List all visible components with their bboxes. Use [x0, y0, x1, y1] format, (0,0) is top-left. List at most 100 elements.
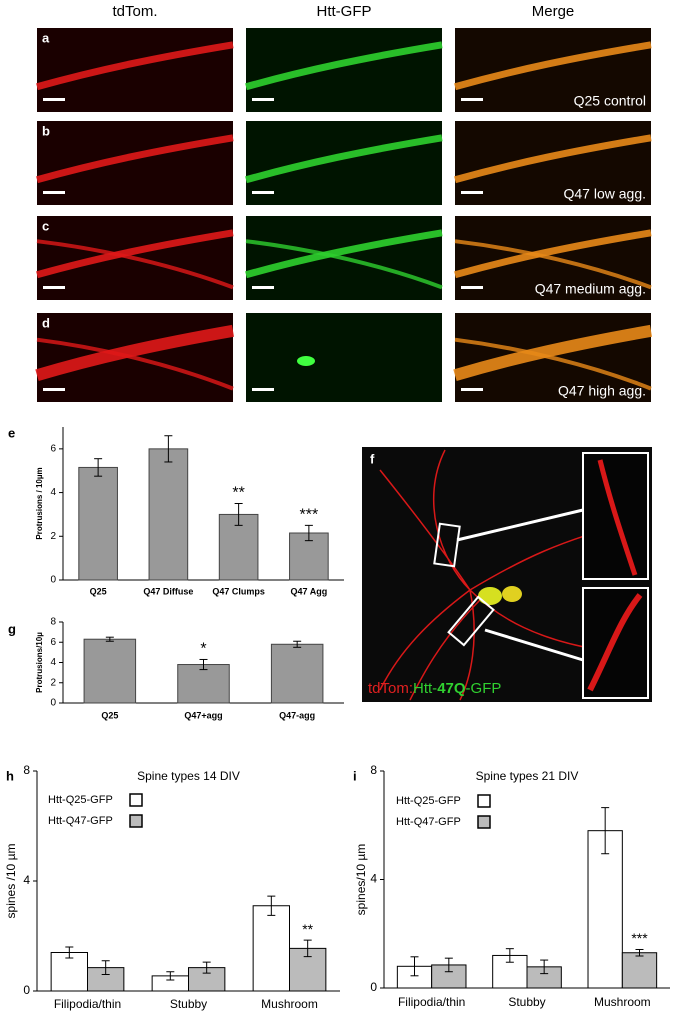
- panel-letter: e: [8, 425, 15, 440]
- x-tick-label: Q47 Diffuse: [143, 586, 193, 596]
- x-tick-label: Stubby: [170, 997, 207, 1011]
- dendrite: [454, 41, 652, 91]
- legend-label: Htt-Q25-GFP: [48, 794, 113, 806]
- panel-letter: g: [8, 621, 16, 636]
- soma: [478, 587, 502, 605]
- x-tick-label: Q47 Clumps: [212, 586, 265, 596]
- condition-label: Q47 medium agg.: [535, 281, 646, 297]
- scale-bar: [461, 388, 483, 391]
- panel-letter: i: [353, 768, 357, 783]
- caption-part: -GFP: [466, 680, 502, 697]
- y-axis-label: Protrusions / 10µm: [35, 467, 44, 539]
- image: [37, 121, 233, 205]
- chart-title: Spine types 21 DIV: [476, 769, 579, 783]
- dendrite: [454, 229, 652, 279]
- image: [37, 28, 233, 112]
- bar: [587, 830, 623, 989]
- x-tick-label: Filipodia/thin: [398, 995, 465, 1009]
- column-header: Merge: [532, 3, 575, 20]
- dendrite: [36, 239, 234, 290]
- scale-bar: [461, 191, 483, 194]
- x-tick-label: Q47+agg: [184, 710, 222, 720]
- panel-letter: h: [6, 768, 14, 783]
- panel-f: f tdTom:Htt-47Q-GFP: [362, 447, 652, 702]
- connector: [456, 508, 584, 542]
- image: [246, 313, 442, 402]
- image: [246, 28, 442, 112]
- dendrite: [36, 134, 234, 184]
- dendrite: [597, 459, 638, 576]
- caption: tdTom:Htt-47Q-GFP: [368, 680, 501, 697]
- panel-letter: a: [42, 30, 50, 45]
- legend-swatch: [477, 815, 491, 829]
- x-tick-label: Q47-agg: [279, 710, 315, 720]
- scale-bar: [461, 286, 483, 289]
- scale-bar: [252, 388, 274, 391]
- image: [455, 28, 651, 112]
- dendrite: [35, 324, 235, 382]
- x-tick-label: Stubby: [508, 995, 545, 1009]
- y-tick-label: 0: [50, 698, 56, 709]
- aggregate: [297, 356, 315, 366]
- y-tick-label: 4: [50, 657, 56, 668]
- condition-label: Q47 low agg.: [564, 186, 647, 202]
- panel-letter: f: [370, 451, 375, 466]
- panel-letter: c: [42, 218, 49, 233]
- legend-swatch: [477, 794, 491, 808]
- condition-label: Q47 high agg.: [558, 383, 646, 399]
- column-header: Htt-GFP: [317, 3, 372, 20]
- x-tick-label: Mushroom: [594, 995, 651, 1009]
- legend-label: Htt-Q47-GFP: [396, 816, 461, 828]
- dendrite: [245, 41, 443, 91]
- bar: [177, 664, 230, 704]
- y-tick-label: 0: [370, 980, 377, 994]
- image: [455, 121, 651, 205]
- legend-swatch: [129, 793, 143, 807]
- dendrite: [454, 337, 652, 391]
- legend-label: Htt-Q47-GFP: [48, 815, 113, 827]
- bar: [148, 448, 189, 581]
- x-tick-label: Q25: [90, 586, 107, 596]
- legend-swatch: [129, 814, 143, 828]
- scale-bar: [252, 98, 274, 101]
- bar: [218, 513, 259, 581]
- bar: [621, 952, 658, 989]
- scale-bar: [461, 98, 483, 101]
- panel-letter: b: [42, 123, 50, 138]
- inset-box: [447, 595, 495, 647]
- y-axis-label: spines/10 µm: [354, 844, 368, 916]
- legend-label: Htt-Q25-GFP: [396, 795, 461, 807]
- scale-bar: [252, 191, 274, 194]
- scale-bar: [252, 286, 274, 289]
- inset-box: [433, 522, 461, 568]
- dendrite: [587, 593, 643, 692]
- dendrite: [36, 229, 234, 279]
- significance: *: [200, 641, 206, 658]
- dendrite: [36, 41, 234, 91]
- scale-bar: [43, 388, 65, 391]
- dendrite: [379, 449, 641, 701]
- scale-bar: [43, 98, 65, 101]
- chart-title: Spine types 14 DIV: [137, 769, 240, 783]
- scale-bar: [43, 191, 65, 194]
- bar: [83, 638, 137, 704]
- caption-part: 47Q: [437, 680, 466, 697]
- y-tick-label: 8: [370, 763, 377, 777]
- x-tick-label: Mushroom: [261, 997, 318, 1011]
- y-tick-label: 6: [50, 443, 56, 454]
- dendrite: [36, 337, 234, 391]
- significance: **: [232, 485, 244, 502]
- y-tick-label: 0: [23, 983, 30, 997]
- scale-bar: [43, 286, 65, 289]
- y-tick-label: 2: [50, 677, 56, 688]
- significance: **: [302, 921, 313, 937]
- dendrite: [453, 324, 653, 382]
- y-tick-label: 8: [23, 763, 30, 777]
- soma: [502, 586, 522, 602]
- significance: ***: [300, 507, 319, 524]
- panel-letter: d: [42, 315, 50, 330]
- y-tick-label: 4: [23, 873, 30, 887]
- dendrite: [454, 239, 652, 290]
- bar: [252, 905, 290, 992]
